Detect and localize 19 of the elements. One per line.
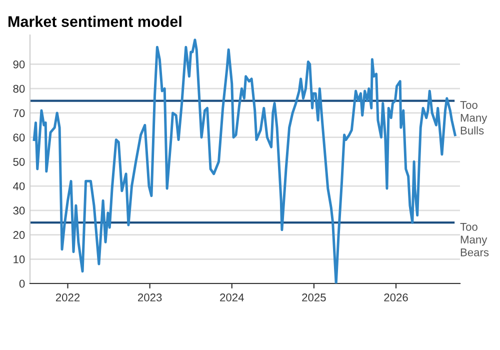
y-tick-label: 70 xyxy=(13,109,25,118)
x-tick-label: 2022 xyxy=(56,294,80,302)
x-tick-label: 2026 xyxy=(384,294,408,302)
x-tick-label: 2023 xyxy=(138,294,162,302)
y-tick-label: 50 xyxy=(13,158,25,166)
y-tick-label: 0 xyxy=(19,280,25,288)
chart-title: Market sentiment model xyxy=(8,16,182,27)
y-tick-label: 30 xyxy=(13,206,25,215)
ref-line-label: Too Many Bulls xyxy=(460,101,488,134)
x-tick-label: 2024 xyxy=(220,294,244,302)
y-tick-label: 80 xyxy=(13,84,25,93)
y-tick-label: 40 xyxy=(13,182,25,190)
y-tick-label: 60 xyxy=(13,134,25,142)
y-tick-label: 10 xyxy=(14,255,25,264)
ref-line-label: Too Many Bears xyxy=(460,223,489,256)
x-tick-label: 2025 xyxy=(302,294,326,302)
line-series xyxy=(32,38,456,284)
y-tick-label: 90 xyxy=(13,60,25,68)
y-tick-label: 20 xyxy=(13,231,25,239)
